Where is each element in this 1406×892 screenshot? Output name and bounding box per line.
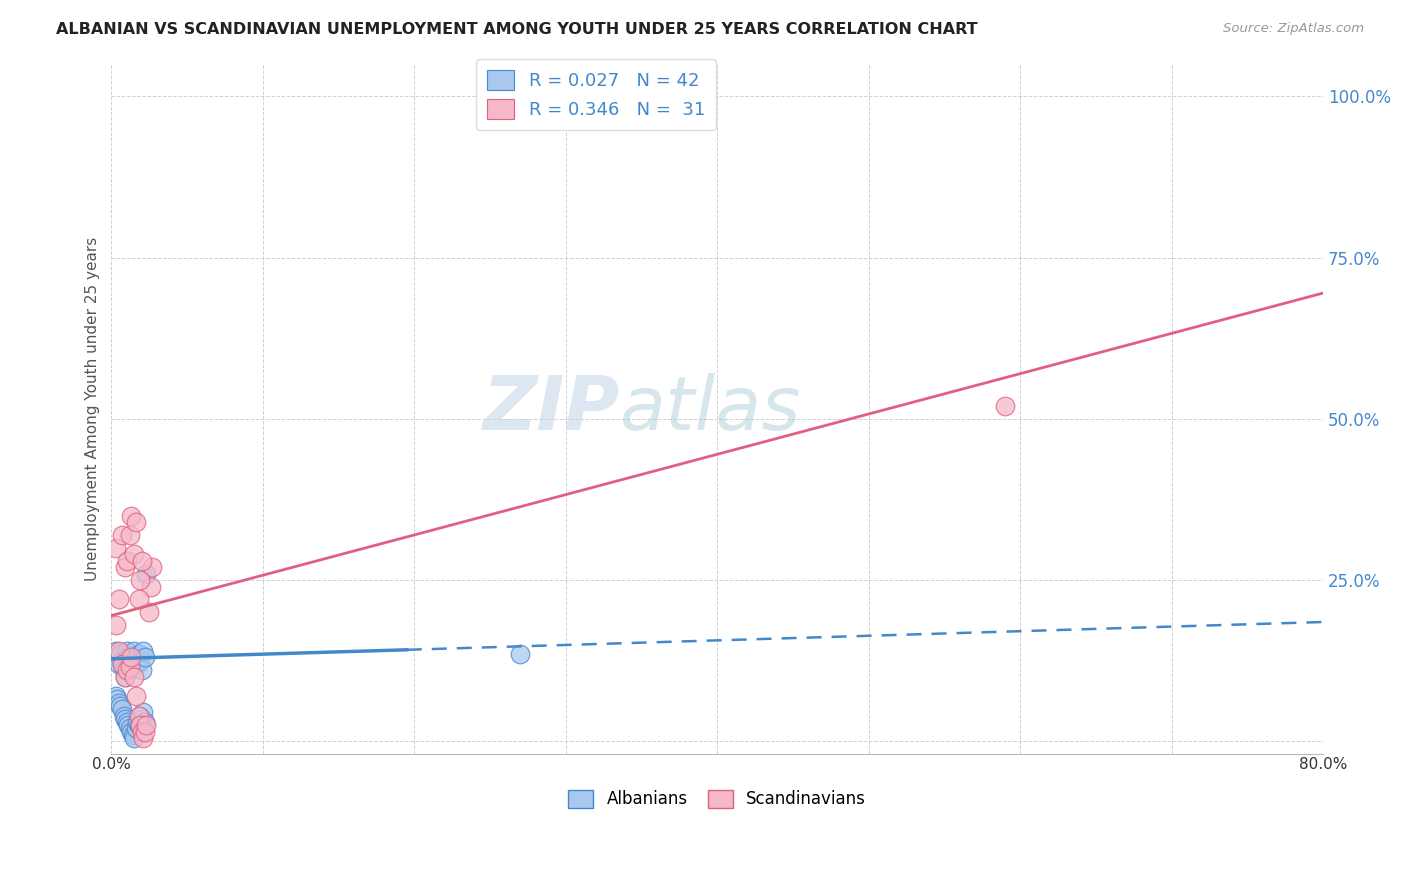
Point: [994, 399, 1017, 413]
Point: [108, 657, 131, 671]
Point: [124, 689, 146, 703]
Text: ALBANIAN VS SCANDINAVIAN UNEMPLOYMENT AMONG YOUTH UNDER 25 YEARS CORRELATION CHA: ALBANIAN VS SCANDINAVIAN UNEMPLOYMENT AM…: [56, 22, 977, 37]
Point: [138, 605, 160, 619]
Point: [132, 731, 155, 745]
Point: [107, 692, 129, 706]
Point: [128, 708, 150, 723]
Point: [117, 718, 139, 732]
Text: Source: ZipAtlas.com: Source: ZipAtlas.com: [1223, 22, 1364, 36]
Point: [114, 670, 136, 684]
Point: [108, 644, 131, 658]
Point: [509, 647, 531, 661]
Point: [129, 708, 152, 723]
Text: ZIP: ZIP: [484, 373, 620, 446]
Point: [124, 722, 146, 736]
Point: [124, 650, 146, 665]
Point: [131, 712, 153, 726]
Point: [128, 718, 150, 732]
Point: [114, 712, 136, 726]
Point: [104, 541, 127, 555]
Point: [129, 718, 152, 732]
Point: [115, 554, 138, 568]
Point: [127, 657, 149, 671]
Point: [134, 724, 156, 739]
Text: 0.0%: 0.0%: [91, 757, 131, 772]
Point: [129, 654, 152, 668]
Point: [121, 650, 143, 665]
Point: [127, 714, 149, 729]
Point: [118, 657, 141, 671]
Point: [114, 560, 136, 574]
Point: [115, 644, 138, 658]
Text: 80.0%: 80.0%: [1299, 757, 1347, 772]
Y-axis label: Unemployment Among Youth under 25 years: Unemployment Among Youth under 25 years: [86, 237, 100, 582]
Point: [128, 592, 150, 607]
Point: [122, 670, 145, 684]
Point: [120, 724, 142, 739]
Point: [135, 566, 157, 581]
Point: [132, 644, 155, 658]
Point: [111, 702, 134, 716]
Point: [112, 664, 135, 678]
Point: [115, 664, 138, 678]
Point: [117, 650, 139, 665]
Point: [131, 554, 153, 568]
Point: [104, 689, 127, 703]
Point: [132, 706, 155, 720]
Point: [134, 650, 156, 665]
Point: [115, 714, 138, 729]
Point: [107, 650, 129, 665]
Point: [131, 664, 153, 678]
Point: [122, 547, 145, 561]
Point: [122, 731, 145, 745]
Point: [110, 698, 132, 713]
Point: [141, 560, 163, 574]
Point: [104, 618, 127, 632]
Legend: Albanians, Scandinavians: Albanians, Scandinavians: [562, 783, 873, 815]
Point: [111, 657, 134, 671]
Point: [110, 647, 132, 661]
Point: [118, 528, 141, 542]
Point: [128, 647, 150, 661]
Point: [118, 660, 141, 674]
Point: [120, 508, 142, 523]
Point: [120, 650, 142, 665]
Point: [139, 580, 162, 594]
Point: [108, 696, 131, 710]
Point: [118, 722, 141, 736]
Point: [108, 592, 131, 607]
Point: [104, 644, 127, 658]
Text: atlas: atlas: [620, 373, 801, 445]
Point: [111, 654, 134, 668]
Point: [131, 724, 153, 739]
Point: [112, 708, 135, 723]
Point: [121, 728, 143, 742]
Point: [134, 714, 156, 729]
Point: [122, 644, 145, 658]
Point: [111, 528, 134, 542]
Point: [135, 718, 157, 732]
Point: [129, 573, 152, 587]
Point: [120, 660, 142, 674]
Point: [114, 670, 136, 684]
Point: [124, 515, 146, 529]
